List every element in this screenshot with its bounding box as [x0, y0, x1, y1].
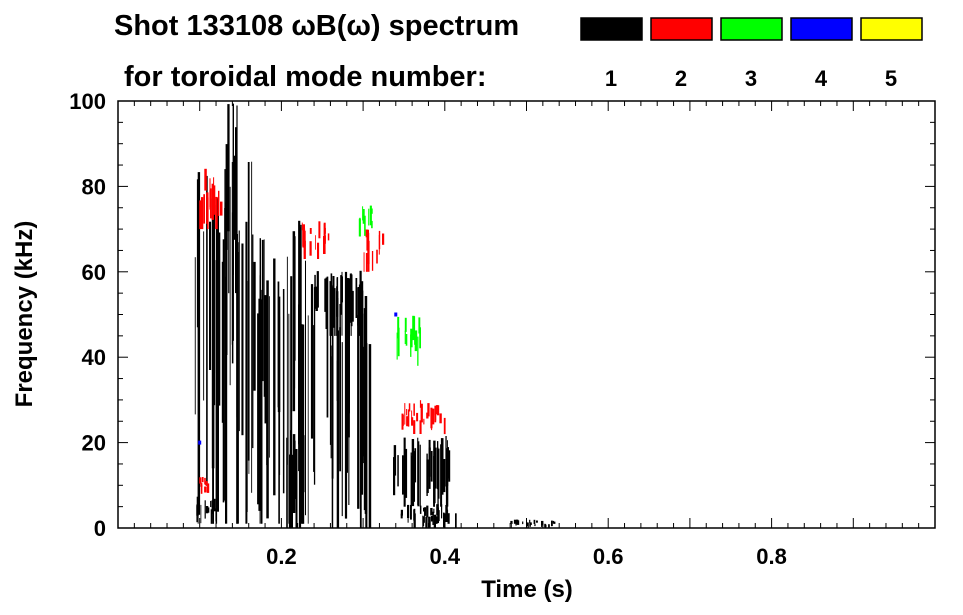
chart-title: Shot 133108 ωB(ω) spectrum [114, 10, 519, 42]
x-tick-label: 0.2 [266, 544, 297, 569]
spectrum-mode-1-region-5 [314, 270, 364, 336]
legend-swatch-mode-1 [580, 17, 643, 41]
spectrum-mode-3-region-15 [358, 205, 373, 237]
spectrum-mode-1-region-1 [225, 103, 238, 294]
y-tick-label: 20 [82, 431, 106, 456]
legend-caption: for toroidal mode number: [124, 61, 487, 93]
x-tick-label: 0.8 [756, 544, 787, 569]
legend: 1 2 3 4 5 [580, 17, 923, 91]
axis-ticks: 0.2 0.4 0.6 0.8 0 20 40 60 80 100 [69, 89, 935, 569]
spectrum-mode-2-region-13 [401, 400, 446, 435]
x-tick-label: 0.6 [593, 544, 624, 569]
y-tick-label: 100 [69, 89, 106, 114]
spectrum-mode-3-region-16 [396, 315, 421, 366]
spectrum-mode-1-region-9 [510, 519, 556, 528]
legend-swatch-mode-3 [720, 17, 783, 41]
legend-swatch-mode-5 [860, 17, 923, 41]
legend-label-mode-1: 1 [605, 66, 617, 91]
y-tick-label: 0 [94, 516, 106, 541]
legend-label-mode-3: 3 [745, 66, 757, 91]
spectrum-mode-1-region-2 [196, 496, 217, 524]
y-tick-label: 80 [82, 174, 106, 199]
y-axis-label: Frequency (kHz) [11, 221, 38, 408]
legend-swatch-mode-2 [650, 17, 713, 41]
spectrum-mode-2-region-10 [199, 168, 223, 230]
spectrum-mode-1-region-4 [286, 424, 305, 528]
x-axis-label: Time (s) [481, 576, 573, 603]
spectrum-mode-1-region-7 [393, 436, 451, 507]
legend-label-mode-4: 4 [815, 66, 828, 91]
spectrum-mode-1-region-0 [194, 161, 254, 524]
x-tick-label: 0.4 [430, 544, 461, 569]
spectrum-mode-2-region-12 [363, 229, 385, 272]
y-tick-label: 40 [82, 345, 106, 370]
spectrum-mode-4-region-17 [198, 440, 202, 445]
y-tick-label: 60 [82, 260, 106, 285]
legend-label-mode-2: 2 [675, 66, 687, 91]
plot-frame [117, 100, 936, 529]
spectrum-mode-1-region-3 [253, 220, 316, 524]
spectrum-mode-2-region-11 [301, 221, 330, 259]
heatmap-layer [194, 103, 556, 528]
legend-label-mode-5: 5 [885, 66, 897, 91]
spectrum-mode-1-region-6 [326, 271, 372, 528]
legend-swatch-mode-4 [790, 17, 853, 41]
spectrum-mode-4-region-18 [394, 312, 398, 317]
spectrum-mode-2-region-14 [199, 477, 210, 494]
